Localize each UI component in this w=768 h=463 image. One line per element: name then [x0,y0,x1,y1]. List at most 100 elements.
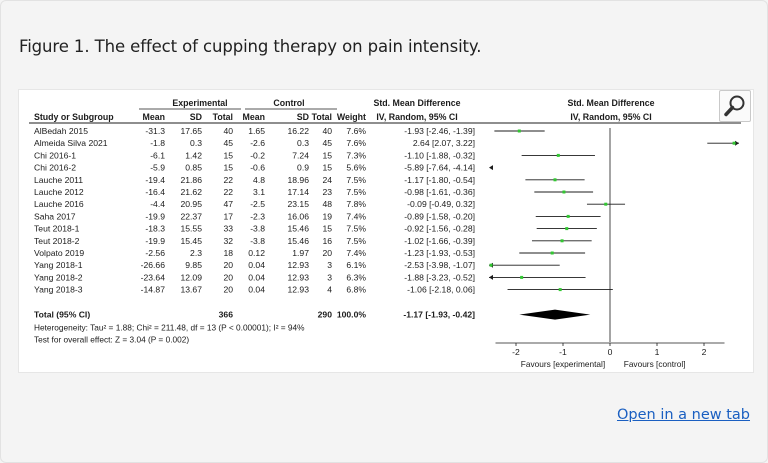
exp-mean-cell: -19.9 [145,236,165,246]
smd-ci-cell: -0.09 [-0.49, 0.32] [407,199,475,209]
weight-cell: 6.8% [346,285,366,295]
figure-caption: Figure 1. The effect of cupping therapy … [19,37,482,56]
weight-cell: 6.3% [346,272,366,282]
weight-cell: 7.5% [346,187,366,197]
control-group-header: Control [273,98,304,108]
smd-ci-cell: -5.89 [-7.64, -4.14] [404,163,475,173]
weight-cell: 6.1% [346,260,366,270]
forest-plot-figure: Experimental Control Std. Mean Difference S… [18,89,754,373]
weight-cell: 7.4% [346,211,366,221]
ctl-mean-cell: 4.8 [253,175,265,185]
point-estimate [550,251,554,255]
ctl-mean-cell: 0.04 [248,272,265,282]
ctl-total-cell: 15 [322,224,332,234]
exp-sd-cell: 21.86 [180,175,202,185]
exp-total-cell: 20 [223,260,233,270]
ctl-total-cell: 16 [322,236,332,246]
zoom-button[interactable] [719,90,751,122]
exp-mean-cell: -26.66 [141,260,166,270]
ctl-total-cell: 15 [322,150,332,160]
exp-sd-cell: 20.95 [180,199,202,209]
smd-ci-cell: -1.02 [-1.66, -0.39] [404,236,475,246]
ctl-sd-cell: 15.46 [287,224,309,234]
point-estimate [732,141,736,145]
ctl-sd-cell: 0.3 [297,138,309,148]
forest-plot: Experimental Control Std. Mean Difference S… [29,98,741,369]
exp-sd-cell: 15.45 [180,236,202,246]
smd-ci-cell: -1.10 [-1.88, -0.32] [404,150,475,160]
exp-sd-cell: 2.3 [190,248,202,258]
exp-sd-cell: 15.55 [180,224,202,234]
ctl-mean-cell: 1.65 [248,126,265,136]
smd-ci-cell: -1.23 [-1.93, -0.53] [404,248,475,258]
ctl-total-cell: 19 [322,211,332,221]
exp-total-cell: 40 [223,126,233,136]
ctl-total-header: Total [312,112,332,122]
weight-cell: 7.6% [346,138,366,148]
exp-total-cell: 22 [223,187,233,197]
plot-subheader: IV, Random, 95% CI [570,112,651,122]
ctl-sd-cell: 23.15 [287,199,309,209]
x-tick-label: -1 [559,347,567,357]
exp-sd-cell: 9.85 [185,260,202,270]
ctl-total-cell: 24 [322,175,332,185]
ctl-mean-cell: 0.04 [248,260,265,270]
ctl-mean-cell: 0.12 [248,248,265,258]
ctl-total-cell: 23 [322,187,332,197]
exp-sd-cell: 0.3 [190,138,202,148]
point-estimate [562,190,566,194]
ci-arrow-left [489,165,493,171]
ctl-sd-cell: 1.97 [292,248,309,258]
exp-total-cell: 45 [223,138,233,148]
total-exp-n: 366 [219,310,234,320]
study-name: Chi 2016-1 [34,150,76,160]
exp-total-cell: 18 [223,248,233,258]
exp-mean-cell: -19.9 [145,211,165,221]
point-estimate [558,288,562,292]
point-estimate [556,153,560,157]
total-smd-ci: -1.17 [-1.93, -0.42] [403,310,475,320]
ctl-total-cell: 45 [322,138,332,148]
ctl-mean-cell: 3.1 [253,187,265,197]
favours-right-label: Favours [control] [624,359,686,369]
exp-total-cell: 22 [223,175,233,185]
favours-left-label: Favours [experimental] [521,359,605,369]
study-name: Teut 2018-1 [34,224,80,234]
exp-sd-cell: 0.85 [185,163,202,173]
study-name: Yang 2018-3 [34,285,83,295]
smd-ci-cell: -0.89 [-1.58, -0.20] [404,211,475,221]
open-in-new-tab-link[interactable]: Open in a new tab [616,407,750,423]
ctl-mean-cell: -2.6 [250,138,265,148]
exp-total-cell: 20 [223,285,233,295]
overall-effect-text: Test for overall effect: Z = 3.04 (P = 0… [34,335,189,345]
ctl-mean-cell: -0.6 [250,163,265,173]
exp-mean-cell: -1.8 [150,138,165,148]
total-label: Total (95% CI) [34,310,90,320]
weight-cell: 7.5% [346,224,366,234]
ctl-total-cell: 48 [322,199,332,209]
ctl-sd-cell: 12.93 [287,272,309,282]
point-estimate [520,275,524,279]
exp-total-cell: 15 [223,150,233,160]
exp-mean-cell: -23.64 [141,272,166,282]
exp-total-cell: 47 [223,199,233,209]
weight-cell: 7.4% [346,248,366,258]
ci-arrow-right [735,140,739,146]
exp-sd-header: SD [190,112,202,122]
exp-sd-cell: 1.42 [185,150,202,160]
point-estimate [553,178,557,182]
exp-total-cell: 33 [223,224,233,234]
total-weight: 100.0% [337,310,367,320]
exp-sd-cell: 13.67 [180,285,202,295]
exp-mean-cell: -14.87 [141,285,166,295]
study-name: Lauche 2016 [34,199,84,209]
smd-ci-cell: 2.64 [2.07, 3.22] [413,138,475,148]
smd-column-header: Std. Mean Difference [373,98,460,108]
smd-ci-cell: -1.06 [-2.18, 0.06] [407,285,475,295]
experimental-group-header: Experimental [172,98,227,108]
ctl-mean-header: Mean [243,112,266,122]
point-estimate [560,239,564,243]
study-name: Chi 2016-2 [34,163,76,173]
ctl-total-cell: 20 [322,248,332,258]
